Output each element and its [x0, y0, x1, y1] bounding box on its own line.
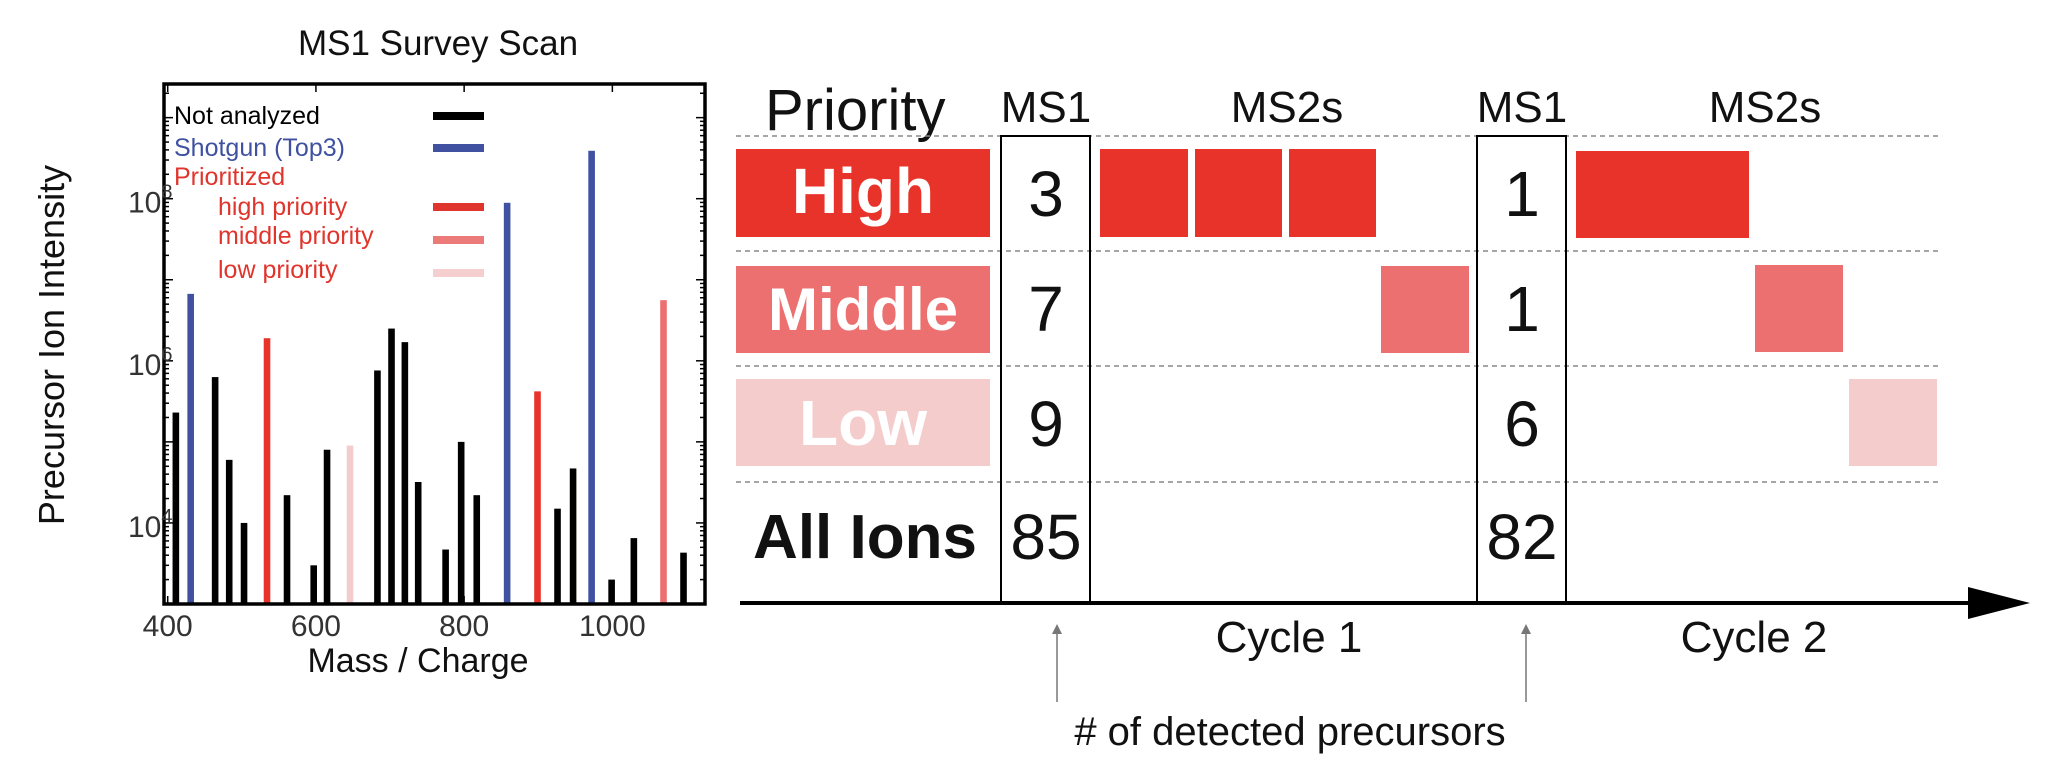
count-middle-cycle2: 1 [1504, 273, 1540, 345]
bar-not [569, 468, 577, 604]
bar-not [608, 579, 615, 604]
ms1-survey-chart: MS1 Survey Scan 400 600 800 1000 104 106… [31, 24, 707, 680]
ms2-block-middle [1755, 265, 1843, 352]
row-dividers [736, 135, 1940, 483]
bar-not [401, 342, 409, 604]
x-tick-label: 400 [143, 610, 193, 643]
bar-not [680, 552, 687, 604]
count-high-cycle1: 3 [1028, 158, 1064, 230]
bar-middle [660, 300, 667, 604]
bar-not [240, 522, 248, 604]
count-low-cycle1: 9 [1028, 388, 1064, 460]
legend-label-prioritized: Prioritized [174, 163, 285, 191]
y-axis-label: Precursor Ion Intensity [31, 165, 72, 525]
y-tick-label: 108 [128, 182, 173, 220]
bar-low [346, 445, 354, 604]
legend-label-middle-priority: middle priority [218, 222, 374, 250]
ms1-label-cycle2: MS1 [1477, 83, 1567, 132]
legend-label-low-priority: low priority [218, 256, 338, 284]
bar-not [211, 377, 219, 604]
chart-title: MS1 Survey Scan [298, 24, 578, 63]
plot-frame [162, 82, 707, 606]
detected-precursors-annotation: # of detected precursors [1074, 710, 1505, 754]
priority-diagram: Priority MS1 MS2s MS1 MS2s High Middle L… [736, 78, 2030, 754]
high-label-box [736, 149, 990, 237]
legend-label-not-analyzed: Not analyzed [174, 102, 320, 130]
ms2-block-high [1195, 149, 1282, 237]
ms1-label-cycle1: MS1 [1001, 83, 1091, 132]
x-axis-label: Mass / Charge [307, 642, 528, 680]
x-tick-label: 800 [439, 610, 489, 643]
row-label-middle: Middle [768, 276, 958, 343]
priority-header: Priority [765, 78, 945, 143]
x-tick-label: 1000 [579, 610, 646, 643]
count-all-cycle1: 85 [1010, 501, 1081, 573]
bar-not [172, 412, 180, 604]
bar-not [473, 495, 481, 604]
ms2-block-high [1576, 151, 1749, 238]
count-low-cycle2: 6 [1504, 388, 1540, 460]
bar-not [630, 538, 638, 604]
ms2-block-middle [1381, 266, 1469, 353]
ms2-block-high [1100, 149, 1188, 237]
bar-high [534, 391, 541, 604]
count-all-cycle2: 82 [1486, 501, 1557, 573]
row-label-all-ions: All Ions [753, 503, 977, 572]
bar-not [225, 459, 233, 604]
bar-not [457, 441, 465, 604]
pointer-arrow-icon [1521, 624, 1531, 634]
row-label-high: High [792, 155, 934, 227]
middle-label-box [736, 266, 990, 353]
bar-not [374, 370, 381, 604]
count-middle-cycle1: 7 [1028, 273, 1064, 345]
row-label-low: Low [799, 387, 927, 459]
ms2s-label-cycle1: MS2s [1231, 83, 1343, 132]
legend-label-high-priority: high priority [218, 193, 348, 221]
bars-group [172, 150, 687, 605]
ms2-block-high [1289, 149, 1376, 237]
legend: Not analyzed Shotgun (Top3) Prioritized … [174, 102, 484, 284]
y-tick-labels: 104 106 108 [128, 182, 173, 544]
count-high-cycle2: 1 [1504, 158, 1540, 230]
bar-shotgun [187, 293, 194, 604]
cycle-1-label: Cycle 1 [1216, 613, 1363, 662]
bar-not [442, 549, 449, 604]
bar-not [388, 328, 395, 604]
x-tick-labels: 400 600 800 1000 [143, 610, 646, 643]
time-axis-arrowhead-icon [1968, 587, 2030, 619]
axis-ticks [164, 84, 705, 605]
bar-not [283, 495, 291, 604]
bar-not [323, 449, 331, 604]
bar-shotgun [588, 150, 595, 605]
pointer-arrow-icon [1052, 624, 1062, 634]
ms2-block-low [1849, 379, 1937, 466]
bar-not [554, 508, 561, 604]
ms2s-label-cycle2: MS2s [1709, 83, 1821, 132]
y-tick-label: 106 [128, 344, 173, 382]
cycle-2-label: Cycle 2 [1681, 613, 1828, 662]
low-label-box [736, 379, 990, 466]
bar-shotgun [503, 202, 511, 604]
bar-not [310, 565, 318, 604]
y-tick-label: 104 [128, 506, 173, 544]
x-tick-label: 600 [291, 610, 341, 643]
bar-high [263, 338, 271, 604]
bar-not [414, 481, 422, 604]
legend-label-shotgun: Shotgun (Top3) [174, 134, 345, 162]
